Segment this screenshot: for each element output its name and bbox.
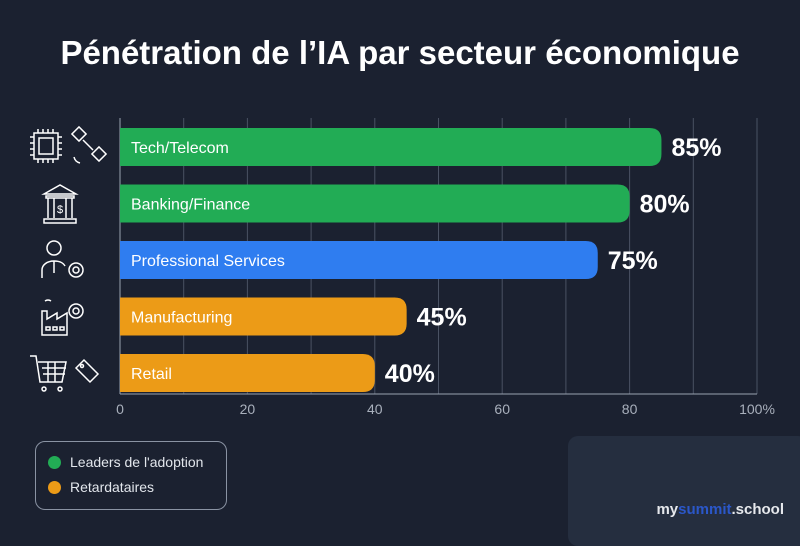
legend-item-leaders: Leaders de l'adoption (48, 454, 203, 470)
legend: Leaders de l'adoption Retardataires (35, 441, 227, 510)
bar-value-label: 80% (640, 191, 690, 219)
cart-tag-icon (30, 355, 100, 392)
bar (120, 128, 662, 166)
bar-value-label: 40% (385, 360, 435, 388)
chart-title: Pénétration de l’IA par secteur économiq… (60, 34, 740, 71)
bar (120, 241, 598, 279)
bar-value-label: 75% (608, 247, 658, 275)
bar (120, 297, 407, 336)
bar-category-label: Banking/Finance (131, 197, 250, 214)
bar (120, 354, 375, 392)
bar-category-label: Tech/Telecom (131, 140, 229, 157)
x-tick-label: 100% (739, 401, 775, 417)
bar-category-label: Retail (131, 366, 172, 383)
businessman-gear-icon (41, 240, 84, 278)
chip-satellite-icon (30, 125, 108, 164)
bank-icon: $ (41, 184, 79, 224)
legend-dot (48, 480, 61, 494)
bar-value-label: 45% (417, 304, 467, 332)
decorative-panel (568, 436, 800, 546)
bar (120, 184, 630, 223)
bar-value-label: 85% (671, 134, 721, 162)
legend-item-laggards: Retardataires (48, 479, 154, 495)
svg-text:$: $ (57, 204, 63, 216)
x-tick-label: 0 (116, 401, 124, 417)
x-tick-label: 80 (622, 401, 638, 417)
legend-label: Retardataires (70, 479, 155, 495)
x-tick-label: 40 (367, 401, 383, 417)
bar-category-label: Professional Services (131, 253, 285, 270)
x-tick-label: 60 (494, 401, 510, 417)
factory-gear-icon (41, 299, 84, 336)
x-tick-label: 20 (240, 401, 256, 417)
bar-category-label: Manufacturing (131, 310, 232, 327)
brand-logo: mysummit.school (656, 501, 784, 518)
legend-dot (48, 455, 61, 469)
legend-label: Leaders de l'adoption (70, 454, 204, 470)
